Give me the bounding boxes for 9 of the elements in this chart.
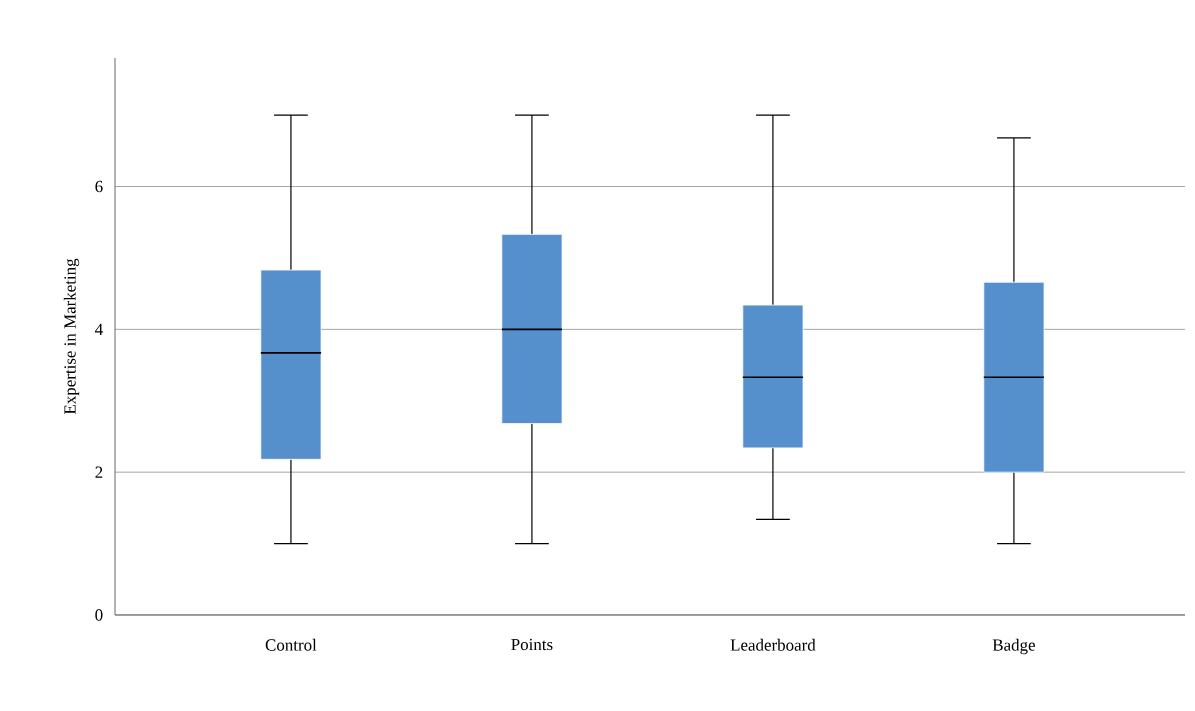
x-tick-label: Points bbox=[511, 638, 553, 651]
x-tick-label: Control bbox=[265, 638, 317, 651]
x-tick-label: Badge bbox=[992, 638, 1035, 655]
y-tick-label: 2 bbox=[95, 466, 103, 478]
y-tick-label: 0 bbox=[95, 609, 103, 621]
y-tick-label: 6 bbox=[95, 180, 103, 193]
y-tick-label: 4 bbox=[95, 323, 103, 335]
x-tick-label: Leaderboard bbox=[730, 638, 816, 651]
y-axis-title: Expertise in Marketing bbox=[63, 258, 80, 415]
